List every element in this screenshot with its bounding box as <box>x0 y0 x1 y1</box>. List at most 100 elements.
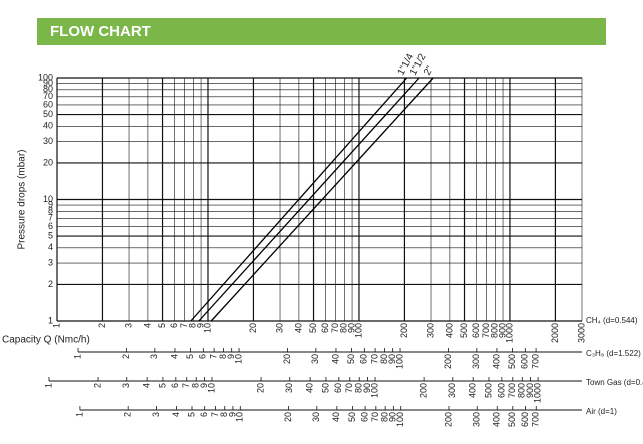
scale-tick-label: 50 <box>346 354 356 364</box>
scale-tick-label: 5 <box>157 383 167 388</box>
header-title: FLOW CHART <box>50 23 151 40</box>
flow-line <box>210 77 434 322</box>
scale-tick-label: 4 <box>171 412 181 417</box>
scale-tick-label: 3 <box>149 354 159 359</box>
y-tick-label: 3 <box>48 257 53 267</box>
x-tick-label: 40 <box>293 323 303 333</box>
scale-tick-label: 9 <box>227 412 237 417</box>
scale-label: Town Gas (d=0.411) <box>586 378 643 387</box>
x-tick-label: 100 <box>353 323 363 338</box>
x-tick-label: 30 <box>274 323 284 333</box>
scale-tick-label: 20 <box>283 412 293 422</box>
scale-tick-label: 6 <box>170 383 180 388</box>
scale-tick-label: 30 <box>284 383 294 393</box>
scale-tick-label: 1 <box>72 354 82 359</box>
x-tick-label: 3000 <box>576 323 586 343</box>
scale-tick-label: 7 <box>210 412 220 417</box>
x-tick-label: 8 <box>188 323 198 328</box>
scale-tick-label: 8 <box>191 383 201 388</box>
scale-tick-label: 80 <box>380 412 390 422</box>
scale-tick-label: 100 <box>369 383 379 398</box>
scale-tick-label: 100 <box>394 354 404 369</box>
y-tick-label: 2 <box>48 279 53 289</box>
x-tick-label: 70 <box>330 323 340 333</box>
y-tick-label: 80 <box>43 84 53 94</box>
y-tick-label: 70 <box>43 91 53 101</box>
y-tick-label: 20 <box>43 157 53 167</box>
y-tick-label: 30 <box>43 136 53 146</box>
x-tick-label: 200 <box>399 323 409 338</box>
scale-tick-label: 100 <box>395 412 405 427</box>
y-tick-label: 10 <box>43 194 53 204</box>
y-tick-label: 50 <box>43 109 53 119</box>
x-tick-label: 3 <box>123 323 133 328</box>
x-tick-label: 20 <box>248 323 258 333</box>
scale-tick-label: 8 <box>219 412 229 417</box>
scale-tick-label: 6 <box>198 354 208 359</box>
x-tick-label: 400 <box>444 323 454 338</box>
x-tick-label: 10 <box>202 323 212 333</box>
y-tick-label: 9 <box>48 199 53 209</box>
scale-tick-label: 400 <box>492 412 502 427</box>
scale-tick-label: 4 <box>142 383 152 388</box>
scale-tick-label: 200 <box>443 354 453 369</box>
scale-tick-label: 9 <box>226 354 236 359</box>
x-tick-label: 50 <box>308 323 318 333</box>
scale-tick-label: 20 <box>255 383 265 393</box>
x-axis-label: Capacity Q (Nmc/h) <box>2 335 90 346</box>
y-tick-label: 90 <box>43 78 53 88</box>
scale-tick-label: 50 <box>347 412 357 422</box>
x-tick-label: 2000 <box>550 323 560 343</box>
y-tick-label: 7 <box>48 213 53 223</box>
x-tick-label: 800 <box>490 323 500 338</box>
scale-tick-label: 700 <box>507 383 517 398</box>
scale-tick-label: 200 <box>418 383 428 398</box>
x-tick-label: 600 <box>471 323 481 338</box>
scale-tick-label: 7 <box>208 354 218 359</box>
y-tick-label: 1 <box>48 315 53 325</box>
scale-tick-label: 1 <box>74 412 84 417</box>
header-bar <box>37 18 606 45</box>
x-tick-label: 6 <box>169 323 179 328</box>
scale-tick-label: 1 <box>43 383 53 388</box>
y-tick-label: 5 <box>48 230 53 240</box>
scale-tick-label: 30 <box>311 412 321 422</box>
scale-tick-label: 70 <box>370 412 380 422</box>
x-tick-label: 80 <box>339 323 349 333</box>
x-tick-label: 900 <box>497 323 507 338</box>
scale-tick-label: 90 <box>387 354 397 364</box>
scale-tick-label: 50 <box>320 383 330 393</box>
scale-tick-label: 3 <box>151 412 161 417</box>
scale-tick-label: 2 <box>92 383 102 388</box>
scale-tick-label: 8 <box>218 354 228 359</box>
scale-tick-label: 500 <box>483 383 493 398</box>
x-tick-label: 500 <box>459 323 469 338</box>
scale-tick-label: 300 <box>471 354 481 369</box>
scale-tick-label: 2 <box>123 412 133 417</box>
scale-tick-label: 200 <box>443 412 453 427</box>
scale-tick-label: 30 <box>310 354 320 364</box>
scale-tick-label: 10 <box>235 412 245 422</box>
scale-tick-label: 300 <box>472 412 482 427</box>
scale-tick-label: 40 <box>305 383 315 393</box>
flow-line <box>198 77 420 322</box>
scale-tick-label: 4 <box>169 354 179 359</box>
scale-tick-label: 900 <box>525 383 535 398</box>
scale-tick-label: 40 <box>330 354 340 364</box>
x-tick-label: 2 <box>97 323 107 328</box>
scale-tick-label: 10 <box>206 383 216 393</box>
scale-tick-label: 6 <box>199 412 209 417</box>
scale-tick-label: 70 <box>344 383 354 393</box>
scale-tick-label: 700 <box>531 412 541 427</box>
scale-tick-label: 60 <box>333 383 343 393</box>
scale-tick-label: 400 <box>491 354 501 369</box>
y-tick-label: 40 <box>43 121 53 131</box>
scale-tick-label: 60 <box>359 412 369 422</box>
y-axis-label: Pressure drops (mbar) <box>17 149 28 249</box>
x-tick-label: 60 <box>320 323 330 333</box>
scale-tick-label: 5 <box>185 354 195 359</box>
y-tick-label: 60 <box>43 99 53 109</box>
y-tick-label: 4 <box>48 242 53 252</box>
scale-tick-label: 20 <box>282 354 292 364</box>
